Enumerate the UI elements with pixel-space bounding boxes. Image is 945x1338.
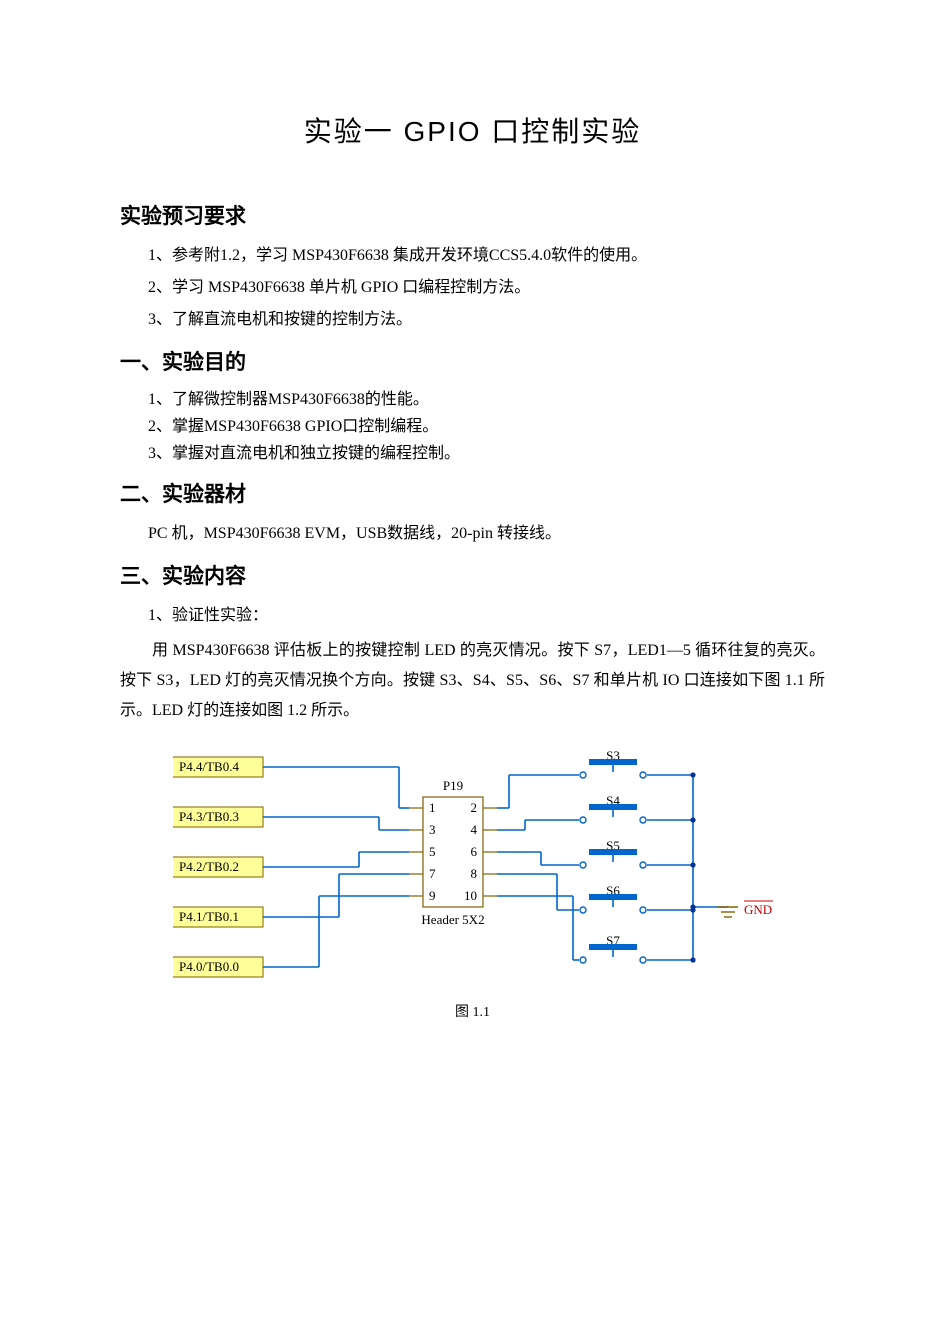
prep-item-2: 2、学习 MSP430F6638 单片机 GPIO 口编程控制方法。 xyxy=(148,272,825,304)
schematic-diagram: P4.4/TB0.4 P4.3/TB0.3 P4.2/TB0.2 P4.1/TB0.1… xyxy=(173,737,773,997)
svg-text:10: 10 xyxy=(464,888,477,903)
svg-text:4: 4 xyxy=(470,822,477,837)
svg-text:P4.3/TB0.3: P4.3/TB0.3 xyxy=(179,809,239,824)
svg-text:5: 5 xyxy=(429,844,436,859)
svg-text:P4.4/TB0.4: P4.4/TB0.4 xyxy=(179,759,239,774)
heading-prep: 实验预习要求 xyxy=(120,200,825,230)
heading-equip: 二、实验器材 xyxy=(120,478,825,508)
goal-item-1: 1、了解微控制器MSP430F6638的性能。 xyxy=(148,386,825,413)
svg-text:P4.1/TB0.1: P4.1/TB0.1 xyxy=(179,909,239,924)
content-lead: 1、验证性实验： xyxy=(148,600,825,632)
svg-text:9: 9 xyxy=(429,888,436,903)
svg-text:P19: P19 xyxy=(442,778,462,793)
svg-text:8: 8 xyxy=(470,866,477,881)
prep-item-3: 3、了解直流电机和按键的控制方法。 xyxy=(148,304,825,336)
svg-text:6: 6 xyxy=(470,844,477,859)
prep-item-1: 1、参考附1.2，学习 MSP430F6638 集成开发环境CCS5.4.0软件… xyxy=(148,240,825,272)
page-title: 实验一 GPIO 口控制实验 xyxy=(120,110,825,150)
svg-text:3: 3 xyxy=(429,822,436,837)
goal-item-3: 3、掌握对直流电机和独立按键的编程控制。 xyxy=(148,440,825,467)
svg-text:Header 5X2: Header 5X2 xyxy=(421,912,484,927)
svg-text:P4.0/TB0.0: P4.0/TB0.0 xyxy=(179,959,239,974)
svg-text:GND: GND xyxy=(744,902,772,917)
goal-item-2: 2、掌握MSP430F6638 GPIO口控制编程。 xyxy=(148,413,825,440)
heading-content: 三、实验内容 xyxy=(120,560,825,590)
svg-text:2: 2 xyxy=(470,800,477,815)
figure-1-1: P4.4/TB0.4 P4.3/TB0.3 P4.2/TB0.2 P4.1/TB0.1… xyxy=(120,737,825,1021)
svg-text:7: 7 xyxy=(429,866,436,881)
svg-text:P4.2/TB0.2: P4.2/TB0.2 xyxy=(179,859,239,874)
heading-goal: 一、实验目的 xyxy=(120,346,825,376)
equip-text: PC 机，MSP430F6638 EVM，USB数据线，20-pin 转接线。 xyxy=(148,518,825,550)
svg-text:1: 1 xyxy=(429,800,436,815)
content-para: 用 MSP430F6638 评估板上的按键控制 LED 的亮灭情况。按下 S7，… xyxy=(120,636,825,727)
figure-caption: 图 1.1 xyxy=(120,1001,825,1021)
